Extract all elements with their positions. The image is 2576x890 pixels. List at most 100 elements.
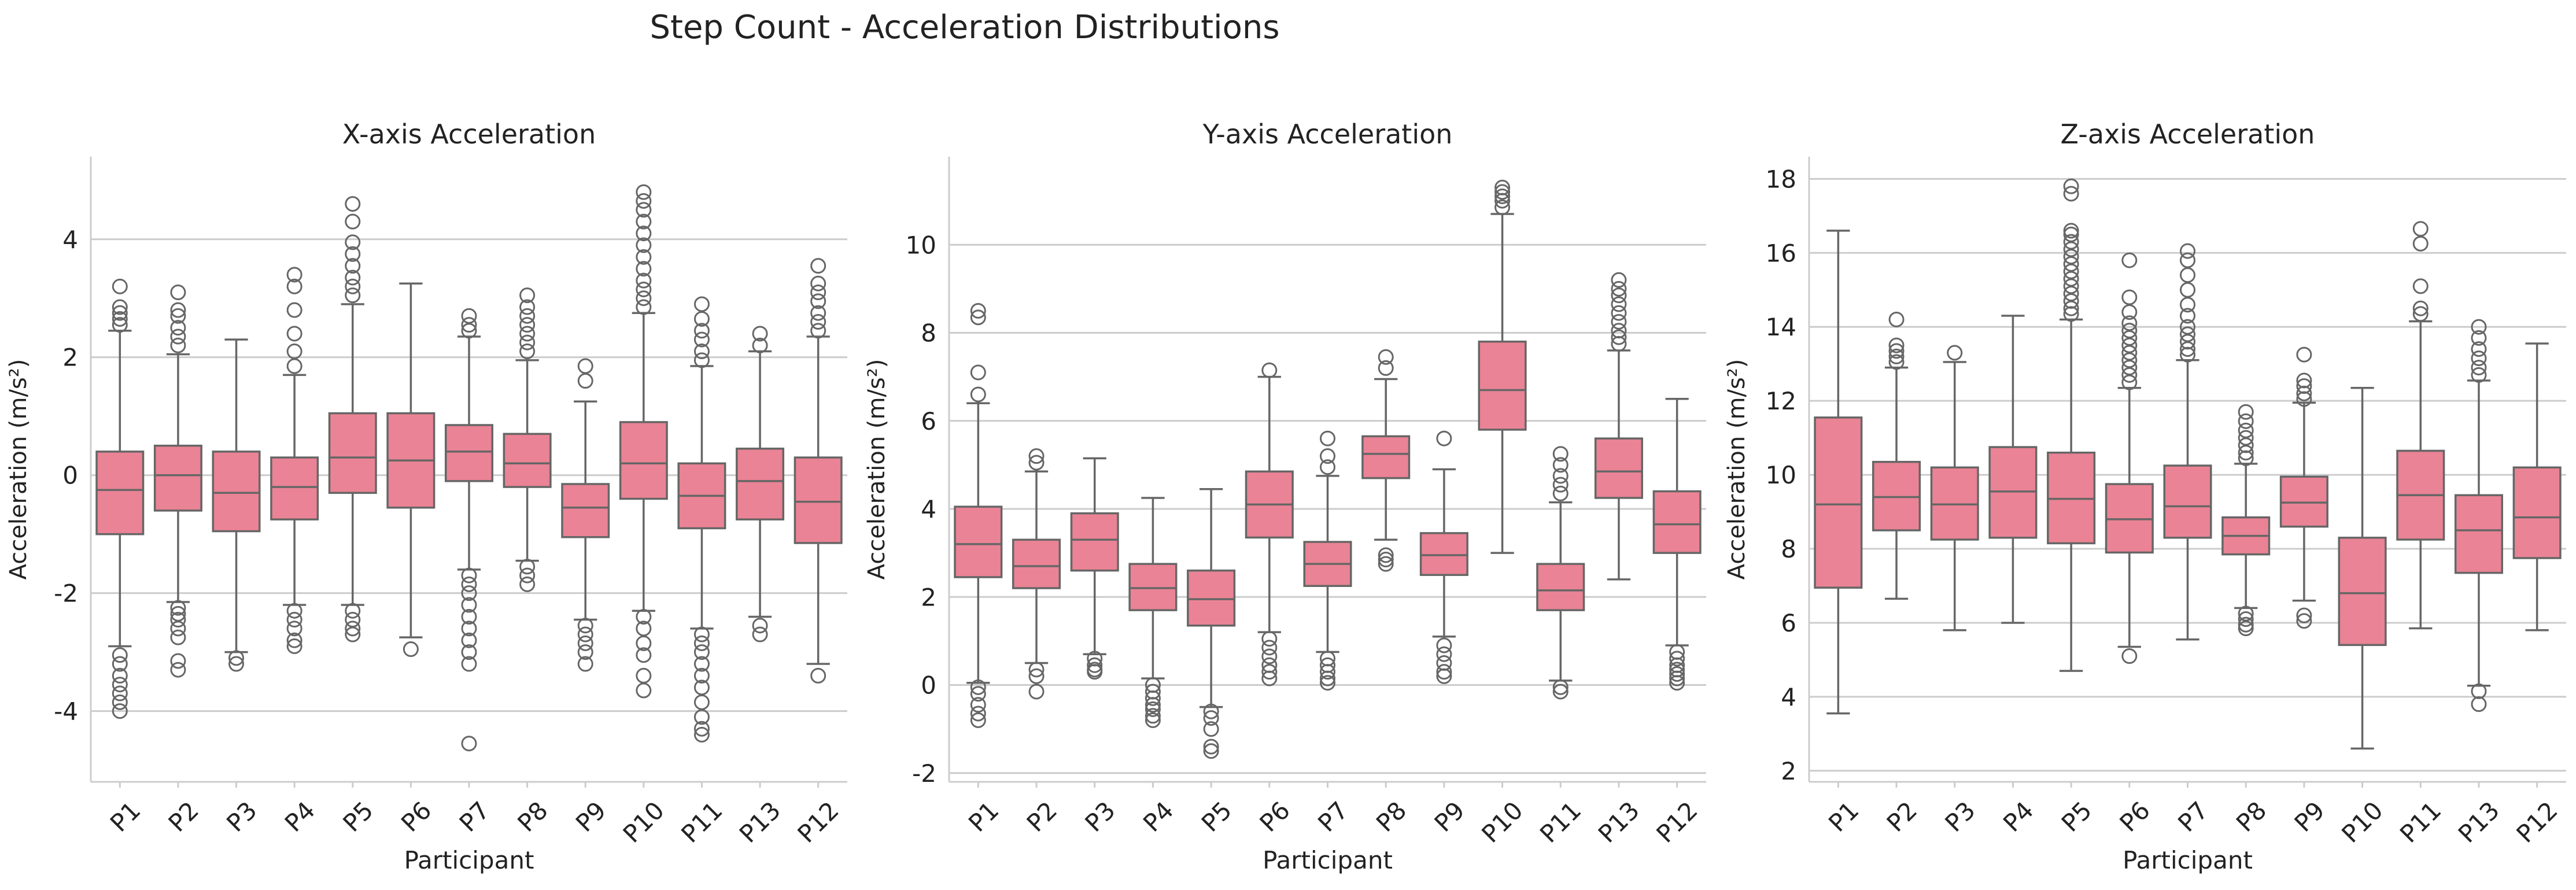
outlier-point (1320, 430, 1335, 446)
outlier-point (1145, 708, 1161, 724)
outlier-point (2238, 413, 2254, 429)
outlier-point (1436, 668, 1452, 684)
outlier-point (519, 326, 536, 342)
outlier-point (170, 337, 186, 353)
outlier-point (752, 618, 768, 634)
outlier-point (461, 621, 477, 637)
box-P9 (2279, 346, 2328, 629)
outlier-point (693, 644, 710, 660)
outlier-point (2238, 450, 2254, 466)
iqr-box (445, 424, 493, 482)
outlier-point (1552, 477, 1569, 493)
outlier-point (970, 712, 986, 728)
outlier-point (2063, 306, 2079, 322)
y-axis-label: Acceleration (m/s²) (1724, 359, 1750, 580)
outlier-point (1552, 457, 1569, 473)
outlier-point (345, 278, 361, 294)
iqr-box (1070, 512, 1119, 572)
outlier-point (461, 632, 477, 648)
box-P12 (2512, 342, 2562, 632)
panel-title: X-axis Acceleration (342, 119, 596, 150)
outlier-point (1947, 345, 1963, 361)
outlier-point (1436, 664, 1452, 680)
box-P6 (1245, 362, 1294, 686)
outlier-point (2238, 616, 2254, 633)
iqr-box (1594, 437, 1643, 499)
iqr-box (95, 450, 145, 536)
outlier-point (636, 682, 652, 699)
outlier-point (170, 302, 186, 318)
outlier-point (810, 285, 826, 301)
box-P4 (270, 267, 319, 654)
outlier-point (286, 344, 302, 360)
outlier-point (1611, 287, 1627, 304)
outlier-point (2121, 289, 2138, 305)
outlier-point (112, 694, 128, 710)
outlier-point (970, 309, 986, 326)
box-P8 (1361, 349, 1411, 572)
outlier-point (170, 629, 186, 645)
outlier-point (970, 697, 986, 713)
outlier-point (810, 667, 826, 684)
outlier-point (461, 608, 477, 625)
iqr-box (954, 505, 1003, 578)
outlier-point (112, 317, 128, 333)
box-P7 (2163, 243, 2212, 641)
outlier-point (636, 249, 652, 265)
iqr-box (503, 433, 552, 488)
box-P3 (212, 338, 261, 672)
outlier-point (693, 296, 710, 312)
outlier-point (2471, 696, 2487, 712)
outlier-point (1888, 348, 1905, 364)
outlier-point (1436, 646, 1452, 662)
x-axis-label: Participant (2123, 846, 2253, 874)
outlier-point (693, 352, 710, 368)
outlier-point (2296, 385, 2312, 401)
outlier-point (112, 647, 128, 663)
outlier-point (286, 278, 302, 294)
outlier-point (170, 662, 186, 678)
outlier-point (2296, 613, 2312, 629)
outlier-point (112, 278, 128, 294)
box-P8 (2221, 404, 2271, 637)
outlier-point (1320, 670, 1335, 686)
box-P7 (445, 308, 493, 752)
y-tick-label: 10 (906, 231, 936, 259)
outlier-point (1203, 738, 1219, 755)
outlier-point (577, 656, 593, 672)
outlier-point (345, 213, 361, 230)
outlier-point (461, 736, 477, 752)
outlier-point (2180, 346, 2195, 363)
outlier-point (2121, 323, 2138, 339)
outlier-point (461, 656, 477, 672)
iqr-box (1128, 563, 1178, 611)
outlier-point (1378, 360, 1394, 376)
outlier-point (1669, 670, 1685, 686)
outlier-point (170, 653, 186, 669)
box-P3 (1930, 345, 1979, 632)
outlier-point (170, 612, 186, 628)
outlier-point (1261, 631, 1278, 647)
outlier-point (2063, 263, 2079, 279)
outlier-point (519, 559, 536, 575)
outlier-point (636, 226, 652, 242)
outlier-point (286, 267, 302, 283)
y-tick-label: -2 (912, 759, 936, 788)
outlier-point (2471, 319, 2487, 335)
outlier-point (636, 237, 652, 253)
outlier-point (112, 299, 128, 315)
outlier-point (1028, 668, 1045, 684)
outlier-point (1320, 664, 1335, 680)
box-P11 (677, 296, 726, 743)
outlier-point (2238, 437, 2254, 453)
box-P11 (1536, 446, 1585, 700)
outlier-point (577, 358, 593, 374)
y-tick-label: 4 (1781, 683, 1796, 711)
outlier-point (693, 635, 710, 651)
outlier-point (345, 626, 361, 642)
iqr-box (328, 412, 377, 494)
box-P12 (1652, 397, 1702, 691)
outlier-point (810, 305, 826, 321)
outlier-point (228, 650, 245, 666)
iqr-box (1652, 490, 1702, 554)
